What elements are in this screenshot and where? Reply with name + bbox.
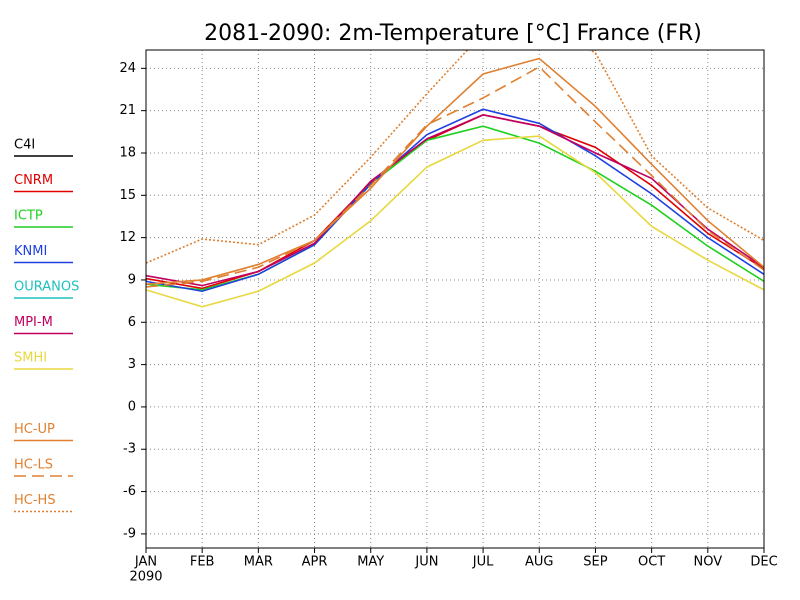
legend-label: KNMI	[14, 244, 47, 259]
y-tick-label: 18	[119, 145, 136, 160]
x-tick-label: SEP	[583, 555, 607, 570]
series-line	[146, 135, 764, 308]
y-tick-label: 24	[119, 61, 136, 76]
series-line	[146, 114, 764, 290]
y-tick-label: 15	[119, 188, 136, 203]
y-tick-label: -3	[123, 442, 136, 457]
x-tick-label: AUG	[525, 555, 553, 570]
x-tick-label: JUL	[472, 555, 494, 570]
y-tick-label: 0	[128, 399, 136, 414]
legend-label: SMHI	[14, 351, 47, 366]
series-line	[146, 114, 764, 287]
legend-label: ICTP	[14, 209, 43, 224]
y-tick-label: 6	[128, 315, 136, 330]
x-tick-label: JAN	[134, 555, 157, 570]
x-tick-label: MAY	[357, 555, 384, 570]
x-sublabel: 2090	[129, 570, 162, 585]
x-tick-label: NOV	[694, 555, 723, 570]
series-line	[146, 57, 764, 285]
legend-label: CNRM	[14, 173, 53, 188]
legend-label: C4I	[14, 138, 35, 153]
series-line	[146, 65, 764, 288]
y-tick-label: -6	[123, 484, 136, 499]
x-tick-label: MAR	[244, 555, 273, 570]
legend-label: MPI-M	[14, 315, 53, 330]
series-line	[146, 50, 764, 264]
series-line	[146, 125, 764, 291]
x-tick-label: OCT	[638, 555, 665, 570]
legend-label: HC-HS	[14, 493, 56, 508]
x-tick-label: DEC	[750, 555, 777, 570]
x-tick-label: JUN	[414, 555, 438, 570]
y-tick-label: 12	[119, 230, 136, 245]
legend-label: HC-UP	[14, 422, 55, 437]
y-tick-label: 21	[119, 103, 136, 118]
x-tick-label: APR	[302, 555, 328, 570]
legend-label: HC-LS	[14, 458, 53, 473]
chart-title: 2081-2090: 2m-Temperature [°C] France (F…	[204, 21, 702, 46]
plot-frame	[145, 49, 765, 549]
series-line	[146, 108, 764, 293]
y-tick-label: 9	[128, 272, 136, 287]
y-tick-label: -9	[123, 526, 136, 541]
y-tick-label: 3	[128, 357, 136, 372]
x-tick-label: FEB	[190, 555, 215, 570]
legend-label: OURANOS	[14, 280, 79, 295]
